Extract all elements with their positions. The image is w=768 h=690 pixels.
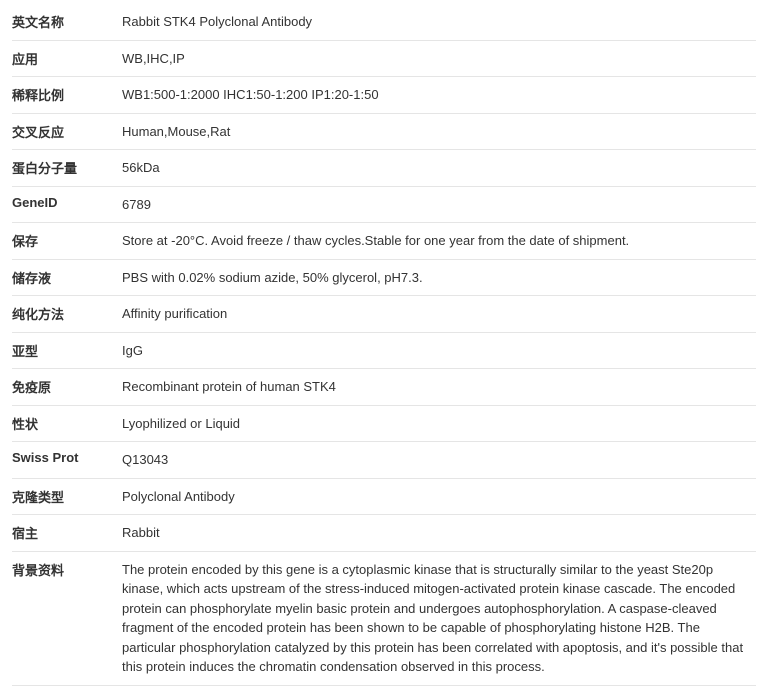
- spec-label: 克隆类型: [12, 478, 122, 515]
- product-spec-table: 英文名称 Rabbit STK4 Polyclonal Antibody 应用 …: [12, 4, 756, 686]
- table-row: 宿主 Rabbit: [12, 515, 756, 552]
- table-row: 应用 WB,IHC,IP: [12, 40, 756, 77]
- spec-label: 稀释比例: [12, 77, 122, 114]
- table-row: Swiss Prot Q13043: [12, 442, 756, 479]
- spec-value: Human,Mouse,Rat: [122, 113, 756, 150]
- spec-label: 纯化方法: [12, 296, 122, 333]
- spec-label: 背景资料: [12, 551, 122, 685]
- spec-label: 性状: [12, 405, 122, 442]
- spec-value: 6789: [122, 186, 756, 223]
- spec-value: Store at -20°C. Avoid freeze / thaw cycl…: [122, 223, 756, 260]
- table-row: 保存 Store at -20°C. Avoid freeze / thaw c…: [12, 223, 756, 260]
- table-row: 性状 Lyophilized or Liquid: [12, 405, 756, 442]
- table-row: 稀释比例 WB1:500-1:2000 IHC1:50-1:200 IP1:20…: [12, 77, 756, 114]
- table-row: 储存液 PBS with 0.02% sodium azide, 50% gly…: [12, 259, 756, 296]
- spec-label: GeneID: [12, 186, 122, 223]
- spec-value: Rabbit: [122, 515, 756, 552]
- spec-value: Rabbit STK4 Polyclonal Antibody: [122, 4, 756, 40]
- spec-label: 应用: [12, 40, 122, 77]
- spec-value: Affinity purification: [122, 296, 756, 333]
- spec-value: Lyophilized or Liquid: [122, 405, 756, 442]
- spec-label: Swiss Prot: [12, 442, 122, 479]
- spec-value: The protein encoded by this gene is a cy…: [122, 551, 756, 685]
- table-row: 背景资料 The protein encoded by this gene is…: [12, 551, 756, 685]
- spec-label: 蛋白分子量: [12, 150, 122, 187]
- spec-label: 亚型: [12, 332, 122, 369]
- spec-label: 宿主: [12, 515, 122, 552]
- table-row: 蛋白分子量 56kDa: [12, 150, 756, 187]
- spec-value: Q13043: [122, 442, 756, 479]
- table-row: 纯化方法 Affinity purification: [12, 296, 756, 333]
- table-row: 克隆类型 Polyclonal Antibody: [12, 478, 756, 515]
- table-row: 亚型 IgG: [12, 332, 756, 369]
- spec-value: Recombinant protein of human STK4: [122, 369, 756, 406]
- spec-label: 交叉反应: [12, 113, 122, 150]
- spec-value: PBS with 0.02% sodium azide, 50% glycero…: [122, 259, 756, 296]
- spec-label: 储存液: [12, 259, 122, 296]
- spec-label: 免疫原: [12, 369, 122, 406]
- spec-value: WB,IHC,IP: [122, 40, 756, 77]
- table-row: 英文名称 Rabbit STK4 Polyclonal Antibody: [12, 4, 756, 40]
- spec-tbody: 英文名称 Rabbit STK4 Polyclonal Antibody 应用 …: [12, 4, 756, 685]
- table-row: 免疫原 Recombinant protein of human STK4: [12, 369, 756, 406]
- spec-label: 保存: [12, 223, 122, 260]
- spec-value: IgG: [122, 332, 756, 369]
- spec-value: WB1:500-1:2000 IHC1:50-1:200 IP1:20-1:50: [122, 77, 756, 114]
- spec-label: 英文名称: [12, 4, 122, 40]
- spec-value: Polyclonal Antibody: [122, 478, 756, 515]
- table-row: GeneID 6789: [12, 186, 756, 223]
- spec-value: 56kDa: [122, 150, 756, 187]
- table-row: 交叉反应 Human,Mouse,Rat: [12, 113, 756, 150]
